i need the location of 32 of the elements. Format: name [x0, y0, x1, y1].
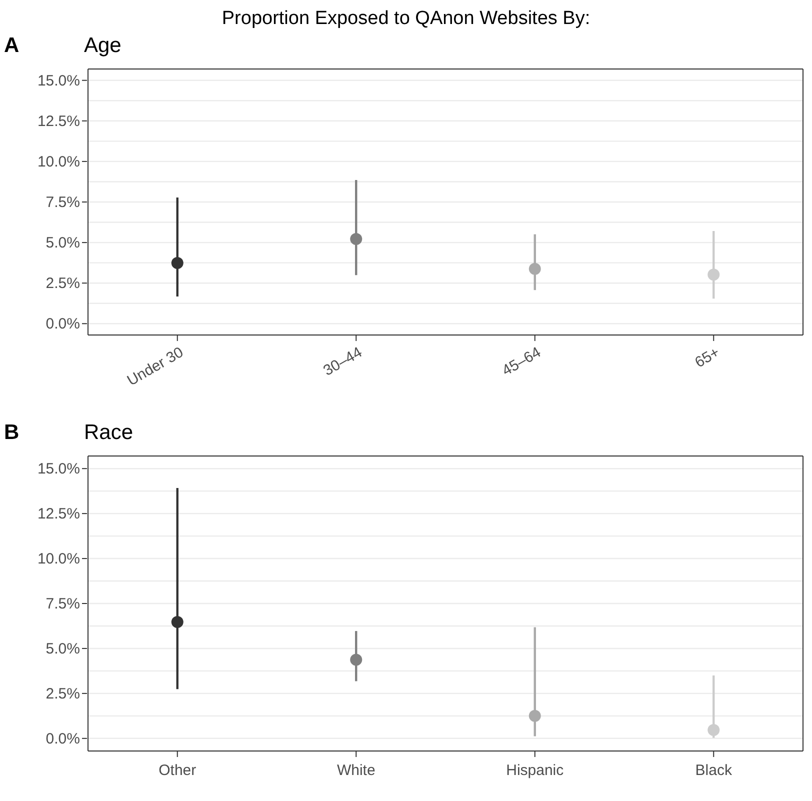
- point: [528, 262, 541, 275]
- point: [350, 654, 362, 666]
- x-tick-label: Black: [695, 762, 732, 779]
- y-tick-label: 10.0%: [37, 550, 80, 568]
- y-tick-label: 5.0%: [46, 640, 80, 658]
- y-tick-label: 15.0%: [37, 72, 80, 90]
- x-tick-label: 65+: [692, 344, 723, 372]
- point: [708, 268, 720, 281]
- y-tick-label: 2.5%: [46, 685, 80, 702]
- y-tick-label: 0.0%: [46, 316, 80, 333]
- chart-subtitle: Age: [84, 34, 122, 58]
- y-tick-label: 15.0%: [37, 460, 80, 478]
- text: B: [4, 421, 20, 445]
- x-tick-label: White: [336, 762, 376, 779]
- y-tick-label: 0.0%: [46, 730, 80, 748]
- point: [171, 616, 184, 628]
- y-tick-label: 7.5%: [46, 596, 80, 612]
- y-tick-label: 7.5%: [46, 194, 80, 211]
- y-tick-label: 12.5%: [37, 506, 80, 523]
- y-tick-label: 10.0%: [37, 153, 80, 170]
- y-tick-label: 2.5%: [46, 275, 80, 292]
- point: [350, 232, 362, 245]
- y-tick-label: 5.0%: [46, 234, 80, 252]
- text: A: [4, 34, 20, 58]
- point: [708, 724, 720, 736]
- x-tick-label: Other: [158, 762, 196, 779]
- point: [171, 256, 184, 269]
- chart-subtitle: Race: [84, 421, 134, 445]
- x-tick-label: Hispanic: [506, 762, 564, 779]
- point: [528, 710, 541, 722]
- y-tick-label: 12.5%: [37, 112, 80, 130]
- chart-title: Proportion Exposed to QAnon Websites By:: [220, 8, 592, 30]
